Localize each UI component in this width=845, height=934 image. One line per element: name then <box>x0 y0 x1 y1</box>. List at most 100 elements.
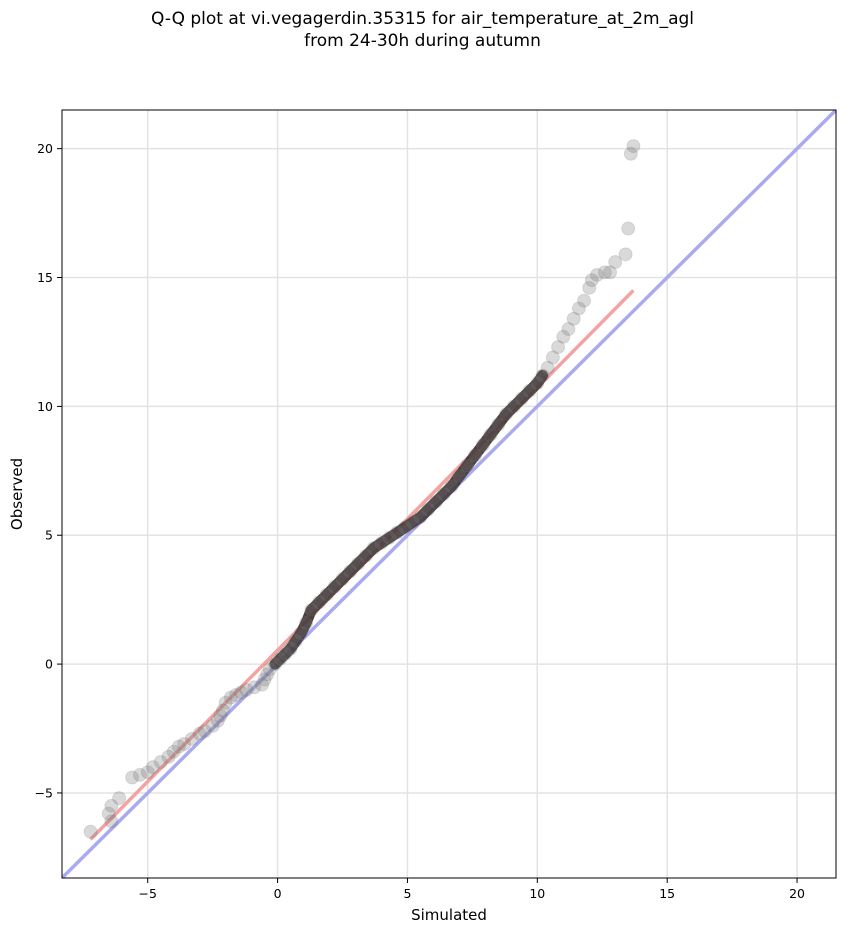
quantile-point <box>535 368 550 383</box>
x-tick-label: 20 <box>789 886 805 901</box>
quantile-point <box>491 417 506 432</box>
y-tick-label: 5 <box>45 528 53 543</box>
quantile-point <box>112 791 127 806</box>
quantile-point <box>197 724 212 739</box>
quantile-point <box>223 690 238 705</box>
quantile-point <box>397 520 412 535</box>
quantile-point <box>405 515 420 530</box>
grid-layer <box>62 110 836 878</box>
x-tick-label: 15 <box>659 886 675 901</box>
quantile-point <box>218 695 233 710</box>
quantile-point <box>514 391 529 406</box>
ticks-layer: −5 0 5 10 15 20 −5 0 5 10 15 20 <box>35 141 805 901</box>
quantile-point <box>530 376 545 391</box>
quantile-point <box>556 329 571 344</box>
quantile-point <box>239 682 254 697</box>
quantile-point <box>358 548 373 563</box>
quantile-point <box>467 448 482 463</box>
quantile-point <box>234 685 249 700</box>
quantile-point <box>132 767 147 782</box>
quantile-point <box>483 427 498 442</box>
quantile-point <box>623 146 638 161</box>
quantile-point <box>166 744 181 759</box>
plot-frame <box>61 109 837 879</box>
quantile-point <box>561 322 576 337</box>
quantile-point <box>140 765 155 780</box>
quantile-point <box>312 595 327 610</box>
quantile-point <box>273 651 288 666</box>
quantile-point <box>421 502 436 517</box>
quantile-point <box>104 798 119 813</box>
quantile-point <box>299 615 314 630</box>
quantile-point <box>551 340 566 355</box>
quantile-point <box>374 535 389 550</box>
quantile-point <box>429 494 444 509</box>
quantile-point <box>413 510 428 525</box>
quantile-point <box>213 708 228 723</box>
quantile-point <box>267 657 282 672</box>
quantile-point <box>177 736 192 751</box>
quantile-point <box>577 293 592 308</box>
marks-layer <box>62 110 836 878</box>
quantile-point <box>288 633 303 648</box>
quantile-point <box>584 273 599 288</box>
quantile-point <box>145 760 160 775</box>
quantile-point <box>499 407 514 422</box>
quantile-point <box>192 726 207 741</box>
quantile-point <box>184 731 199 746</box>
y-tick-label: 0 <box>45 657 53 672</box>
quantile-point <box>452 468 467 483</box>
quantile-point <box>229 688 244 703</box>
quantile-point <box>216 703 231 718</box>
quantile-point <box>254 677 269 692</box>
quantile-point <box>335 572 350 587</box>
quantile-point <box>101 806 116 821</box>
y-tick-label: −5 <box>35 785 53 800</box>
quantile-point <box>382 530 397 545</box>
quantile-point <box>161 749 176 764</box>
quantile-point <box>571 301 586 316</box>
quantile-point <box>319 587 334 602</box>
y-tick-label: 20 <box>37 141 53 156</box>
quantile-point <box>621 221 636 236</box>
chart-title-line-1: Q-Q plot at vi.vegagerdin.35315 for air_… <box>150 9 695 29</box>
quantile-point <box>522 383 537 398</box>
quantile-point <box>283 641 298 656</box>
chart-title-line-2: from 24-30h during autumn <box>304 31 541 51</box>
y-tick-label: 10 <box>37 399 53 414</box>
chart-title: Q-Q plot at vi.vegagerdin.35315 for air_… <box>0 8 845 52</box>
quantile-point <box>293 626 308 641</box>
quantile-point <box>566 311 581 326</box>
x-tick-label: 0 <box>274 886 282 901</box>
quantile-point <box>608 255 623 270</box>
quantile-point <box>153 755 168 770</box>
dense-quantile-band <box>269 369 549 670</box>
quantile-point <box>343 564 358 579</box>
quantile-point <box>247 680 262 695</box>
quantile-point <box>618 247 633 262</box>
quantile-point <box>125 770 140 785</box>
quantile-point <box>83 824 98 839</box>
x-tick-label: 5 <box>403 886 411 901</box>
quantile-point <box>171 739 186 754</box>
quantile-point <box>257 672 272 687</box>
quantile-point <box>436 487 451 501</box>
quantile-point <box>444 479 459 494</box>
quantile-point <box>626 139 641 154</box>
x-tick-label: 10 <box>529 886 545 901</box>
quantile-point <box>260 667 275 682</box>
quantile-point <box>603 265 618 280</box>
quantile-point <box>590 267 605 282</box>
y-tick-label: 15 <box>37 270 53 285</box>
quantile-point <box>351 556 366 571</box>
quantile-point <box>104 814 119 829</box>
quantile-point <box>540 360 555 375</box>
quantile-point <box>475 438 490 453</box>
quantile-point <box>327 579 342 594</box>
quantile-point <box>545 350 560 365</box>
quantile-point <box>582 280 597 295</box>
quantile-point <box>210 713 225 728</box>
y-axis-label: Observed <box>8 458 26 530</box>
x-axis-label: Simulated <box>411 906 487 924</box>
